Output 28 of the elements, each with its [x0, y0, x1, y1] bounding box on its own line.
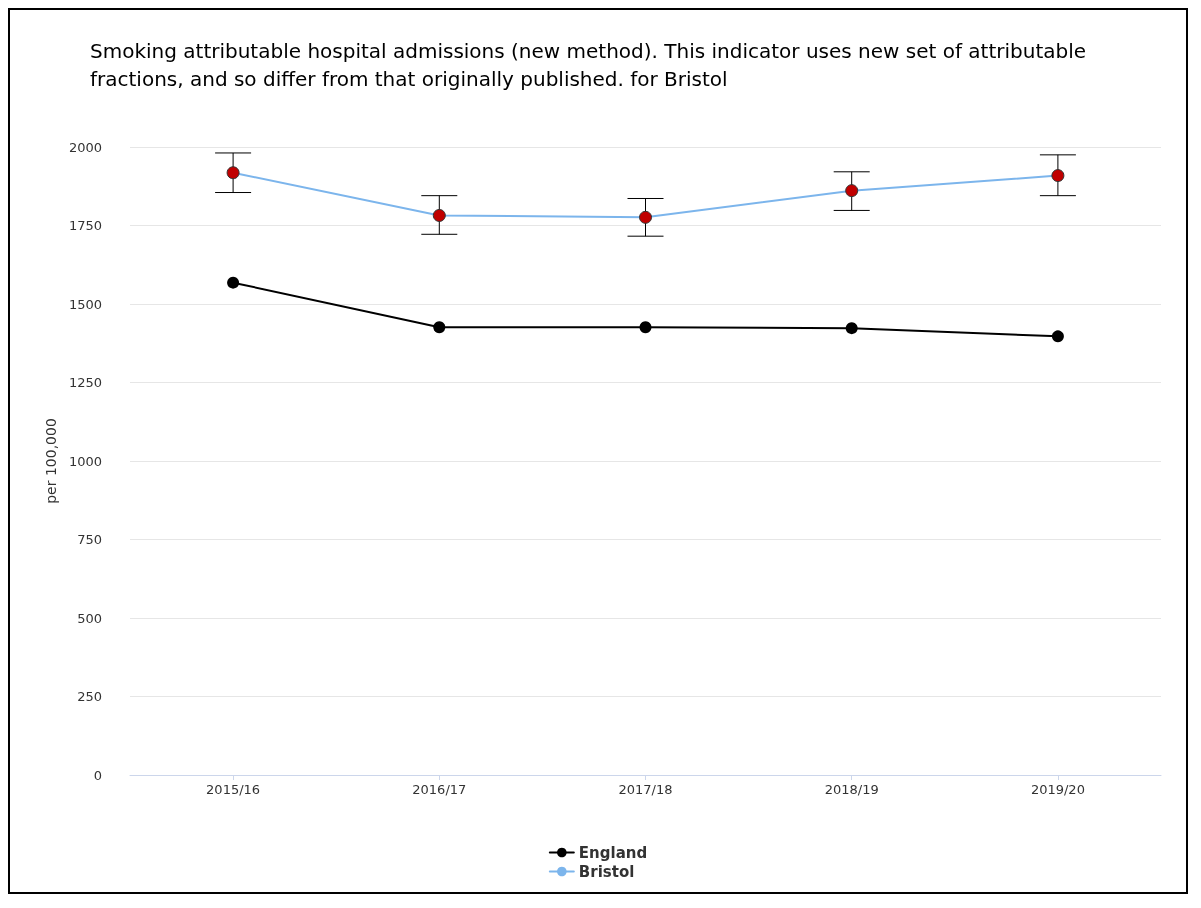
- y-tick-label: 0: [93, 767, 102, 783]
- y-tick-label: 1000: [68, 453, 102, 469]
- point: [226, 166, 240, 180]
- x-tick-label: 2019/20: [1030, 782, 1085, 797]
- point: [1051, 169, 1065, 183]
- y-tick-label: 250: [77, 689, 102, 704]
- point: [1051, 330, 1064, 343]
- x-tick-label: 2015/16: [206, 782, 261, 797]
- x-tick-label: 2018/19: [824, 782, 879, 797]
- y-tick-label: 1750: [68, 218, 102, 233]
- y-tick-label: 750: [77, 532, 102, 547]
- point: [639, 321, 652, 334]
- point: [433, 321, 446, 334]
- x-tick-label: 2016/17: [412, 782, 467, 797]
- point: [845, 322, 858, 335]
- legend-label: England: [578, 843, 648, 862]
- point: [845, 184, 859, 198]
- y-tick-label: 1250: [68, 375, 102, 390]
- y-tick-label: 500: [77, 610, 102, 626]
- point: [639, 210, 652, 224]
- y-axis-title: per 100,000: [43, 418, 60, 504]
- legend-label: Bristol: [578, 862, 635, 881]
- point: [227, 276, 240, 289]
- y-tick-label: 2000: [68, 139, 102, 155]
- x-tick-label: 2017/18: [618, 782, 673, 797]
- chart-title: Smoking attributable hospital admissions (new method). This indicator uses new set of attributable fractions, and so differ from that originally published. for Bristol: [90, 39, 1093, 91]
- point: [432, 208, 446, 222]
- y-tick-label: 1500: [68, 296, 102, 312]
